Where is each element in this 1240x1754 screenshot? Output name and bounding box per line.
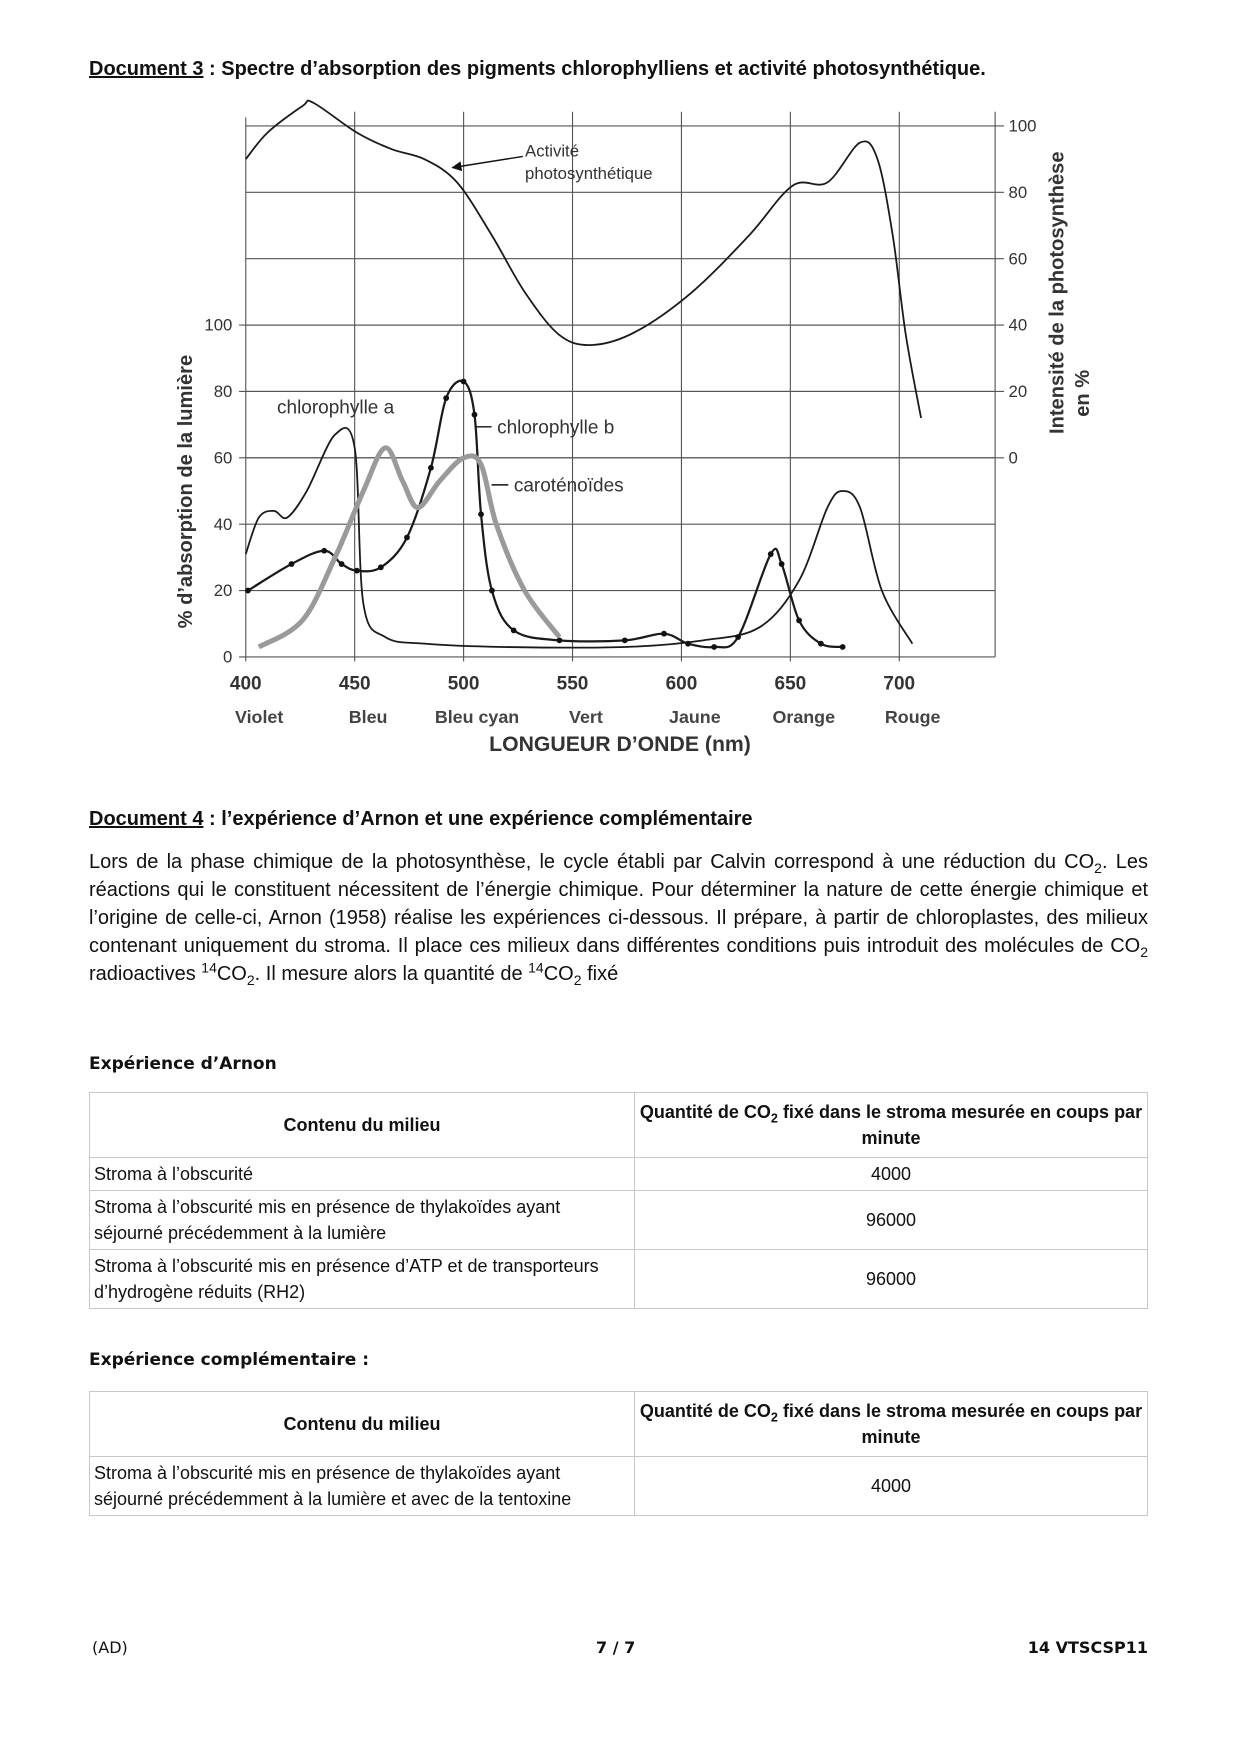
header-cell: Contenu du milieu xyxy=(89,1092,635,1158)
header-row: Contenu du milieu Quantité de CO2 fixé da… xyxy=(89,1092,1148,1158)
y-tick-label: 20 xyxy=(214,581,233,600)
footer-center: 7 / 7 xyxy=(596,1638,636,1657)
text: . Les réactions qui le constituent néces… xyxy=(89,851,1148,957)
y2-tick-label: 40 xyxy=(1009,316,1028,335)
text: fixé xyxy=(581,963,619,985)
row: Stroma à l’obscurité mis en présence de … xyxy=(89,1456,1148,1516)
subscript: 2 xyxy=(770,1410,778,1425)
doc3-title: : Spectre d’absorption des pigments chlo… xyxy=(203,58,986,80)
y2-tick-label: 100 xyxy=(1009,117,1037,136)
table: Contenu du milieu Quantité de CO2 fixé da… xyxy=(89,1391,1148,1516)
subscript: 2 xyxy=(770,1111,778,1126)
paragraph: Lors de la phase chimique de la photosyn… xyxy=(89,848,1148,988)
cell: Stroma à l’obscurité mis en présence de … xyxy=(89,1190,635,1250)
row: Stroma à l’obscurité 4000 xyxy=(89,1157,1148,1191)
series-line xyxy=(245,99,922,419)
y2-axis-title: en % xyxy=(1072,370,1094,417)
table-caption: Expérience d’Arnon xyxy=(89,1054,277,1074)
x-band-label: Vert xyxy=(569,707,603,727)
y-axis-title: % d’absorption de la lumière xyxy=(175,355,197,629)
text: fixé dans le stroma mesurée en coups par… xyxy=(777,1102,1143,1148)
y-tick-label: 100 xyxy=(204,316,232,335)
subscript: 2 xyxy=(246,972,255,988)
header-cell: Quantité de CO2 fixé dans le stroma mesu… xyxy=(634,1391,1148,1457)
x-tick-label: 550 xyxy=(557,673,589,694)
x-band-label: Bleu cyan xyxy=(435,707,519,727)
text: CO xyxy=(543,963,574,985)
cell: Stroma à l’obscurité mis en présence d’A… xyxy=(89,1249,635,1309)
y2-tick-label: 20 xyxy=(1009,382,1028,401)
subscript: 2 xyxy=(1140,944,1148,960)
x-tick-label: 650 xyxy=(775,673,807,694)
x-band-label: Orange xyxy=(773,707,836,727)
x-tick-label: 450 xyxy=(339,673,371,694)
doc3-label: Document 3 xyxy=(89,58,204,80)
doc4-heading: Document 4 : l’expérience d’Arnon et une… xyxy=(89,808,753,831)
superscript: 14 xyxy=(528,959,544,976)
text: CO xyxy=(216,963,247,985)
text: fixé dans le stroma mesurée en coups par… xyxy=(777,1401,1143,1447)
header-row: Contenu du milieu Quantité de CO2 fixé da… xyxy=(89,1391,1148,1457)
y-tick-label: 80 xyxy=(214,382,233,401)
text: Quantité de CO xyxy=(639,1401,771,1421)
cell-number: 96000 xyxy=(634,1249,1148,1309)
text: Lors de la phase chimique de la photosyn… xyxy=(89,851,1095,873)
label-leader xyxy=(451,155,523,172)
doc4-title: : l’expérience d’Arnon et une expérience… xyxy=(203,808,753,830)
y2-tick-label: 80 xyxy=(1009,183,1028,202)
subscript: 2 xyxy=(573,972,582,988)
doc3-heading: Document 3 : Spectre d’absorption des pi… xyxy=(89,58,986,81)
text: Quantité de CO xyxy=(639,1102,771,1122)
cell-number: 4000 xyxy=(634,1456,1148,1516)
y2-tick-label: 0 xyxy=(1009,448,1018,467)
x-band-label: Violet xyxy=(235,707,283,727)
x-axis-title: LONGUEUR D’ONDE (nm) xyxy=(489,733,751,756)
series-label: chlorophylle b xyxy=(497,418,614,439)
y2-axis-title: Intensité de la photosynthèse xyxy=(1046,152,1068,434)
x-tick-label: 700 xyxy=(883,673,915,694)
y2-tick-label: 60 xyxy=(1009,249,1028,268)
footer-right: 14 VTSCSP11 xyxy=(1027,1638,1148,1657)
series-label: chlorophylle a xyxy=(277,397,395,418)
cell: Stroma à l’obscurité xyxy=(89,1157,635,1191)
chart: LONGUEUR D’ONDE (nm) % d’absorption de l… xyxy=(175,99,1094,756)
cell: Stroma à l’obscurité mis en présence de … xyxy=(89,1456,635,1516)
subscript: 2 xyxy=(1094,860,1102,876)
x-band-label: Bleu xyxy=(349,707,388,727)
doc4-label: Document 4 xyxy=(89,808,204,830)
y-tick-label: 40 xyxy=(214,515,233,534)
series-label: caroténoïdes xyxy=(514,476,624,497)
x-tick-label: 600 xyxy=(666,673,698,694)
footer-left: (AD) xyxy=(92,1638,128,1657)
superscript: 14 xyxy=(201,959,217,976)
table: Contenu du milieu Quantité de CO2 fixé da… xyxy=(89,1092,1148,1309)
header-cell: Quantité de CO2 fixé dans le stroma mesu… xyxy=(634,1092,1148,1158)
cell-number: 4000 xyxy=(634,1157,1148,1191)
row: Stroma à l’obscurité mis en présence de … xyxy=(89,1190,1148,1250)
row: Stroma à l’obscurité mis en présence d’A… xyxy=(89,1249,1148,1309)
x-tick-label: 400 xyxy=(230,673,262,694)
text: radioactives xyxy=(89,963,202,985)
series-line xyxy=(257,445,562,650)
cell-number: 96000 xyxy=(634,1190,1148,1250)
y-tick-label: 0 xyxy=(223,648,232,667)
x-band-label: Jaune xyxy=(669,707,721,727)
table-caption: Expérience complémentaire : xyxy=(89,1350,370,1370)
text: . Il mesure alors la quantité de xyxy=(254,963,529,985)
x-tick-label: 500 xyxy=(448,673,480,694)
series-label: Activité photosynthétique xyxy=(525,141,653,182)
header-cell: Contenu du milieu xyxy=(89,1391,635,1457)
series-line xyxy=(245,378,846,650)
y-tick-label: 60 xyxy=(214,448,233,467)
x-band-label: Rouge xyxy=(885,707,941,727)
